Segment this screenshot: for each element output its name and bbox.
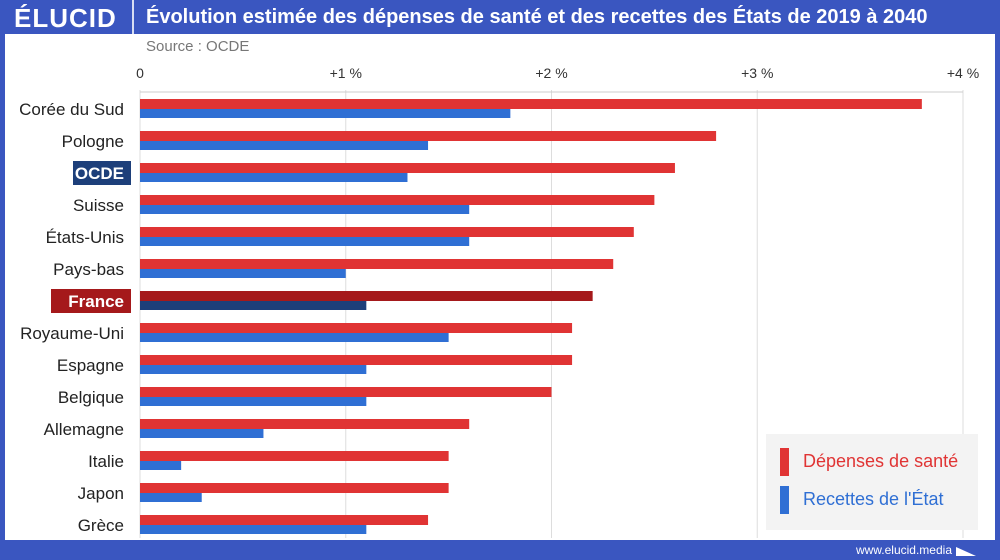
chart-title: Évolution estimée des dépenses de santé … xyxy=(146,6,928,28)
header: ÉLUCID Évolution estimée des dépenses de… xyxy=(0,0,1000,34)
bar-recettes-13 xyxy=(140,525,367,534)
category-label: Suisse xyxy=(73,196,124,215)
category-label: Espagne xyxy=(57,356,124,375)
category-label: Japon xyxy=(78,484,124,503)
bar-depenses-10 xyxy=(140,419,470,429)
bar-depenses-12 xyxy=(140,483,449,493)
bar-recettes-1 xyxy=(140,141,429,150)
logo-flag-icon xyxy=(956,547,976,556)
legend-swatch xyxy=(780,486,789,514)
category-label: Belgique xyxy=(58,388,124,407)
bar-depenses-4 xyxy=(140,227,634,237)
bar-recettes-6 xyxy=(140,301,367,310)
bar-depenses-11 xyxy=(140,451,449,461)
category-label: Royaume-Uni xyxy=(20,324,124,343)
bar-recettes-4 xyxy=(140,237,470,246)
bar-recettes-0 xyxy=(140,109,511,118)
bar-depenses-9 xyxy=(140,387,552,397)
bar-depenses-7 xyxy=(140,323,573,333)
logo: ÉLUCID xyxy=(14,3,117,33)
source-note: Source : OCDE xyxy=(146,38,250,55)
bar-recettes-12 xyxy=(140,493,202,502)
x-tick-label: 0 xyxy=(136,65,144,81)
header-divider xyxy=(132,0,134,34)
bar-recettes-5 xyxy=(140,269,346,278)
legend-item-recettes: Recettes de l'État xyxy=(780,486,944,514)
category-label: Pays-bas xyxy=(53,260,124,279)
x-tick-label: +4 % xyxy=(947,65,979,81)
category-label: Pologne xyxy=(62,132,124,151)
bar-recettes-10 xyxy=(140,429,264,438)
bar-depenses-6 xyxy=(140,291,593,301)
highlight-label-box xyxy=(51,289,131,313)
highlight-label-box xyxy=(73,161,131,185)
category-label: Allemagne xyxy=(44,420,124,439)
legend-label: Dépenses de santé xyxy=(803,450,959,471)
legend-swatch xyxy=(780,448,789,476)
bar-depenses-13 xyxy=(140,515,429,525)
bar-depenses-2 xyxy=(140,163,675,173)
x-tick-label: +2 % xyxy=(535,65,567,81)
category-label: Grèce xyxy=(78,516,124,535)
legend: Dépenses de santé Recettes de l'État xyxy=(766,434,978,530)
bar-recettes-9 xyxy=(140,397,367,406)
bar-depenses-0 xyxy=(140,99,922,109)
bar-recettes-8 xyxy=(140,365,367,374)
footer-url[interactable]: www.elucid.media xyxy=(855,543,952,557)
category-label: France xyxy=(68,292,124,311)
x-tick-label: +1 % xyxy=(330,65,362,81)
bar-recettes-11 xyxy=(140,461,182,470)
category-label: États-Unis xyxy=(46,228,124,247)
category-label: Italie xyxy=(88,452,124,471)
legend-label: Recettes de l'État xyxy=(803,488,944,509)
x-tick-label: +3 % xyxy=(741,65,773,81)
bar-recettes-7 xyxy=(140,333,449,342)
bar-depenses-8 xyxy=(140,355,573,365)
bar-depenses-1 xyxy=(140,131,717,141)
bar-depenses-5 xyxy=(140,259,614,269)
bar-depenses-3 xyxy=(140,195,655,205)
bar-recettes-2 xyxy=(140,173,408,182)
legend-item-depenses: Dépenses de santé xyxy=(780,448,958,476)
category-label: Corée du Sud xyxy=(19,100,124,119)
category-label: OCDE xyxy=(75,164,124,183)
bar-recettes-3 xyxy=(140,205,470,214)
